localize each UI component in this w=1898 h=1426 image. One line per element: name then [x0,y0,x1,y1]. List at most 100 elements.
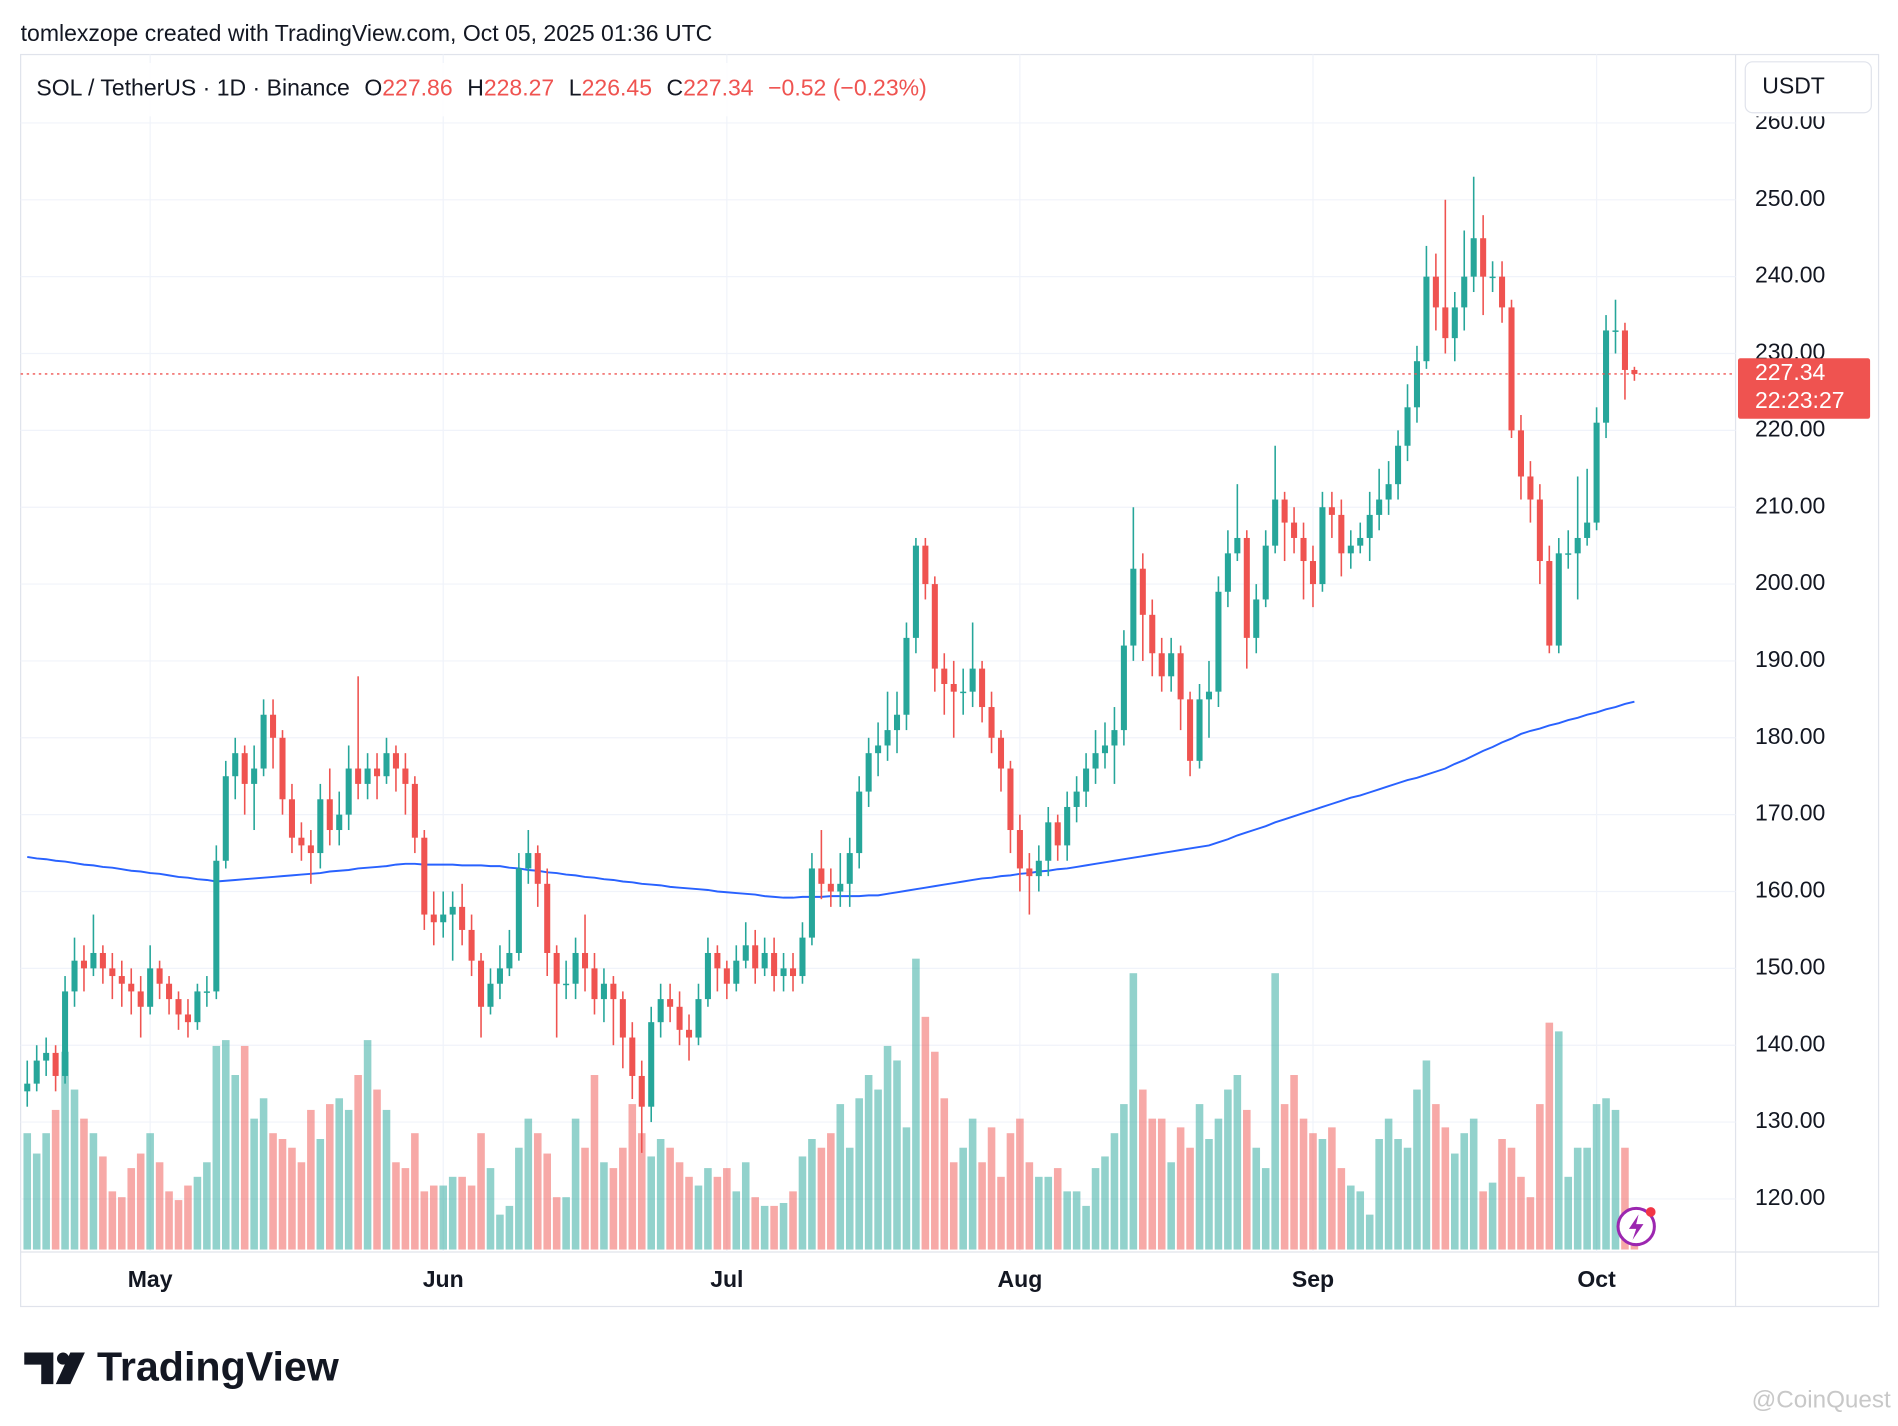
candle-body [846,853,853,884]
candle-body [137,991,144,1007]
volume-bar [250,1118,258,1250]
volume-bar [505,1205,514,1250]
volume-bar [732,1191,741,1250]
candle-body [1054,822,1061,846]
candle-body [496,968,503,984]
candle-body [1536,499,1543,562]
volume-bar [1044,1176,1053,1250]
candle-body [1565,553,1572,555]
volume-bar [89,1133,98,1250]
logo-mark [55,1352,85,1385]
volume-bar [269,1133,277,1250]
candle-body [1593,422,1600,523]
lightning-icon[interactable] [1616,1206,1656,1247]
volume-bar [70,1089,79,1250]
volume-bar [1545,1022,1554,1250]
volume-bar [836,1104,845,1250]
volume-bar [467,1185,476,1250]
volume-bar [1157,1118,1166,1250]
candle-body [1149,614,1156,654]
volume-bar [1526,1197,1535,1250]
volume-bar [1621,1147,1629,1250]
candle-body [71,960,78,992]
candle-body [364,768,371,784]
volume-bar [486,1168,495,1250]
volume-bar [1413,1089,1421,1250]
candle-body [99,952,106,969]
legend: SOL / TetherUS · 1D · Binance O227.86 H228… [36,75,926,101]
last-price-label: 227.34 [1755,359,1826,385]
currency-button[interactable] [1744,61,1872,114]
candle-body [941,668,948,684]
candle-body [837,883,844,892]
volume-bar [1271,973,1279,1250]
countdown: 22:23:27 [1755,387,1845,413]
candle-body [931,584,938,669]
volume-bar [155,1162,164,1250]
volume-bar [1469,1118,1478,1250]
candle-body [912,545,919,638]
candle-body [24,1083,31,1092]
volume-bar [1063,1191,1071,1250]
volume-bar [1441,1127,1450,1250]
candle-body [1489,276,1496,279]
icon-bolt[interactable] [1628,1214,1644,1240]
axis-layer: 120.00 130.00 140.00 150.00 160.00 170.00 180.… [128,108,1871,1292]
candle-body [657,999,664,1023]
candle-body [1281,499,1288,523]
volume-bar [307,1109,315,1250]
volume-bar [1536,1104,1544,1250]
candle-body [128,983,135,992]
y-tick-label: 160.00 [1755,877,1825,903]
candle-body [459,906,466,930]
volume-bar [1091,1168,1100,1250]
volume-bar [411,1133,419,1250]
credit: tomlexzope created with TradingView.com,… [21,20,713,46]
volume-bar [921,1016,930,1250]
volume-bar [477,1133,485,1250]
volume-bar [1129,973,1138,1250]
candle-body [1073,791,1080,807]
logo-mark [56,1352,70,1365]
volume-bar [1347,1185,1355,1250]
candle-body [1168,653,1175,677]
volume-bar [685,1176,693,1250]
candle-body [1603,330,1610,423]
candle-body [487,983,494,1007]
volume-bar [1498,1139,1506,1250]
volume-bar [798,1156,807,1250]
candle-body [468,929,475,961]
volume-bar [1006,1133,1015,1250]
candle-body [685,1029,693,1038]
volume-bar [1583,1147,1591,1250]
currency-label[interactable]: USDT [1762,72,1825,98]
candle-body [298,837,305,846]
volume-bar [552,1197,561,1250]
volume-bar [316,1139,325,1250]
volume-bar [581,1147,589,1250]
volume-bar [1167,1162,1175,1250]
volume-bar [1451,1153,1459,1250]
volume-bar [883,1045,892,1250]
candle-body [515,868,522,953]
candle-body [1347,545,1354,554]
x-tick-label: Sep [1292,1266,1334,1292]
volume-bar [543,1153,551,1250]
candle-body [893,714,901,731]
candle-layer [20,176,1736,1153]
volume-bar [1309,1133,1317,1250]
volume-bar [382,1109,391,1250]
candle-body [856,791,863,854]
volume-bar [1592,1104,1601,1250]
y-tick-label: 240.00 [1755,262,1825,288]
volume-bar [108,1191,117,1250]
candle-body [1395,445,1402,485]
volume-bar [637,1133,646,1250]
volume-bar [1564,1176,1573,1250]
volume-bar [855,1098,863,1250]
candle-body [591,968,598,1000]
icon-dot[interactable] [1645,1207,1656,1217]
candle-body [156,968,163,984]
